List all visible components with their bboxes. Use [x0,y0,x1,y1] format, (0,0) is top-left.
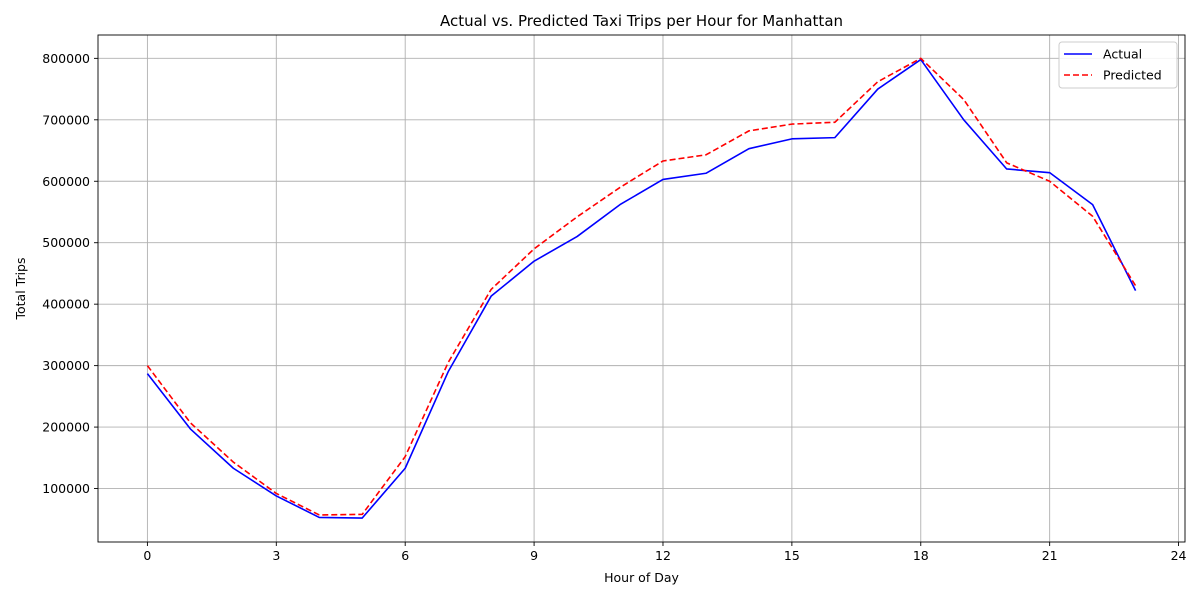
x-tick-label: 21 [1042,548,1058,563]
y-tick-label: 800000 [42,51,90,66]
axis-ticks: 0 3 6 9 12 15 18 21 24 100000 200000 300000 400000 50… [42,51,1186,563]
y-tick-label: 400000 [42,297,90,312]
y-tick-label: 300000 [42,358,90,373]
y-tick-label: 600000 [42,174,90,189]
chart-title: Actual vs. Predicted Taxi Trips per Hour… [440,12,843,30]
x-tick-label: 24 [1171,548,1187,563]
x-tick-label: 3 [272,548,280,563]
legend: Actual Predicted [1058,41,1178,89]
x-tick-label: 0 [143,548,151,563]
y-tick-label: 700000 [42,112,90,127]
grid-lines [98,35,1185,542]
y-axis-label: Total Trips [13,257,28,320]
series-line-predicted [146,57,1137,516]
series-line-actual [146,58,1137,519]
legend-label-actual: Actual [1103,47,1142,62]
x-tick-label: 15 [784,548,800,563]
x-axis-label: Hour of Day [604,570,679,585]
series-lines [146,57,1137,519]
y-tick-label: 200000 [42,420,90,435]
legend-label-predicted: Predicted [1103,68,1162,83]
x-tick-label: 12 [655,548,671,563]
y-tick-label: 100000 [42,481,90,496]
x-tick-label: 18 [913,548,929,563]
y-tick-label: 500000 [42,235,90,250]
x-tick-label: 6 [401,548,409,563]
plot-frame [97,34,1186,543]
x-tick-label: 9 [530,548,538,563]
